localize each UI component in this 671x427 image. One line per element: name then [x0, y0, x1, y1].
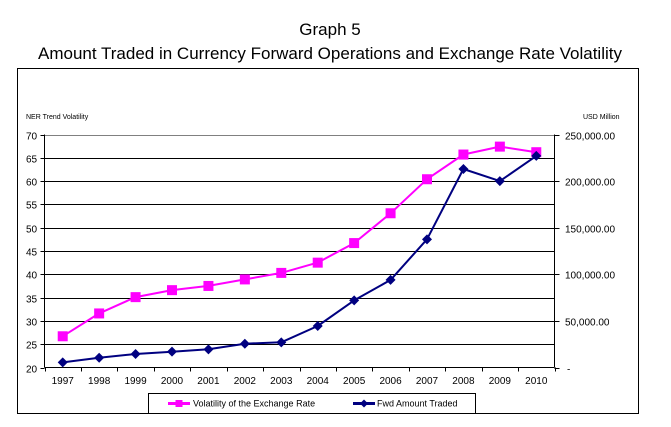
data-point-volatility: [349, 238, 360, 249]
data-point-volatility: [167, 285, 177, 296]
x-tick-label: 2000: [161, 376, 184, 387]
axes: 20 25 30 35 40 45 50 55 60 65 70 - 50,000.00 100,000.…: [26, 132, 615, 388]
right-tick-label: 150,000.00: [565, 225, 615, 236]
data-point-fwd-amount: [312, 321, 323, 332]
x-tick-label: 1998: [88, 376, 111, 387]
series-layer: [57, 141, 542, 368]
x-tick-label: 2004: [307, 376, 330, 387]
chart-title: Graph 5: [299, 20, 361, 39]
data-point-fwd-amount: [349, 295, 360, 306]
right-tick-label: 200,000.00: [565, 178, 615, 189]
data-point-volatility: [422, 174, 432, 185]
data-point-fwd-amount: [458, 163, 469, 174]
legend-marker-diamond: [360, 399, 368, 408]
legend-label: Fwd Amount Traded: [377, 399, 458, 409]
left-tick-label: 35: [26, 295, 38, 306]
left-tick-label: 50: [26, 225, 38, 236]
series-line-volatility: [62, 145, 537, 338]
data-point-volatility: [130, 292, 141, 303]
series-line-fwd-amount: [62, 155, 537, 364]
left-tick-label: 65: [26, 155, 38, 166]
data-point-volatility: [494, 141, 505, 152]
x-tick-label: 1999: [124, 376, 147, 387]
x-tick-label: 1997: [52, 376, 75, 387]
x-tick-label: 2003: [270, 376, 293, 387]
data-point-volatility: [94, 308, 105, 319]
right-tick-label: 250,000.00: [565, 132, 615, 143]
left-tick-label: 25: [26, 341, 38, 352]
data-point-volatility: [458, 149, 469, 160]
data-point-fwd-amount: [130, 348, 141, 359]
data-point-fwd-amount: [239, 338, 250, 349]
left-axis-label: NER Trend Volatility: [26, 114, 89, 121]
x-tick-label: 2009: [489, 376, 512, 387]
data-point-fwd-amount: [531, 150, 542, 161]
data-point-volatility: [312, 257, 323, 268]
left-tick-label: 45: [26, 248, 38, 259]
legend-box: [148, 393, 476, 414]
data-point-fwd-amount: [422, 234, 432, 245]
right-tick-label: 50,000.00: [565, 318, 610, 329]
chart-frame: [17, 68, 639, 414]
left-tick-label: 55: [26, 201, 38, 212]
x-tick-label: 2010: [525, 376, 548, 387]
left-tick-label: 70: [26, 132, 38, 143]
x-tick-label: 2006: [379, 376, 402, 387]
legend-marker-square: [175, 400, 183, 407]
data-point-fwd-amount: [385, 274, 396, 285]
data-point-volatility: [57, 331, 68, 342]
x-tick-label: 2002: [234, 376, 257, 387]
x-tick-label: 2001: [197, 376, 220, 387]
left-tick-label: 40: [26, 271, 38, 282]
x-tick-label: 2007: [416, 376, 439, 387]
left-tick-label: 30: [26, 318, 38, 329]
right-tick-label: -: [567, 365, 570, 376]
right-axis-label: USD Million: [583, 114, 620, 121]
gridlines: [44, 135, 555, 345]
left-tick-label: 20: [26, 365, 38, 376]
chart-subtitle: Amount Traded in Currency Forward Operat…: [38, 44, 622, 63]
data-point-fwd-amount: [167, 346, 177, 357]
right-tick-label: 100,000.00: [565, 271, 615, 282]
x-tick-label: 2005: [343, 376, 366, 387]
x-tick-label: 2008: [452, 376, 475, 387]
data-point-fwd-amount: [276, 337, 287, 348]
data-point-fwd-amount: [57, 357, 68, 368]
data-point-fwd-amount: [494, 176, 505, 187]
legend-label: Volatility of the Exchange Rate: [193, 399, 315, 409]
left-tick-label: 60: [26, 178, 38, 189]
data-point-volatility: [203, 280, 214, 291]
data-point-volatility: [385, 208, 396, 219]
data-point-fwd-amount: [203, 344, 214, 355]
data-point-fwd-amount: [94, 352, 105, 363]
legend: Volatility of the Exchange Rate Fwd Amoun…: [148, 393, 476, 414]
data-point-volatility: [276, 267, 287, 278]
data-point-volatility: [239, 274, 250, 285]
